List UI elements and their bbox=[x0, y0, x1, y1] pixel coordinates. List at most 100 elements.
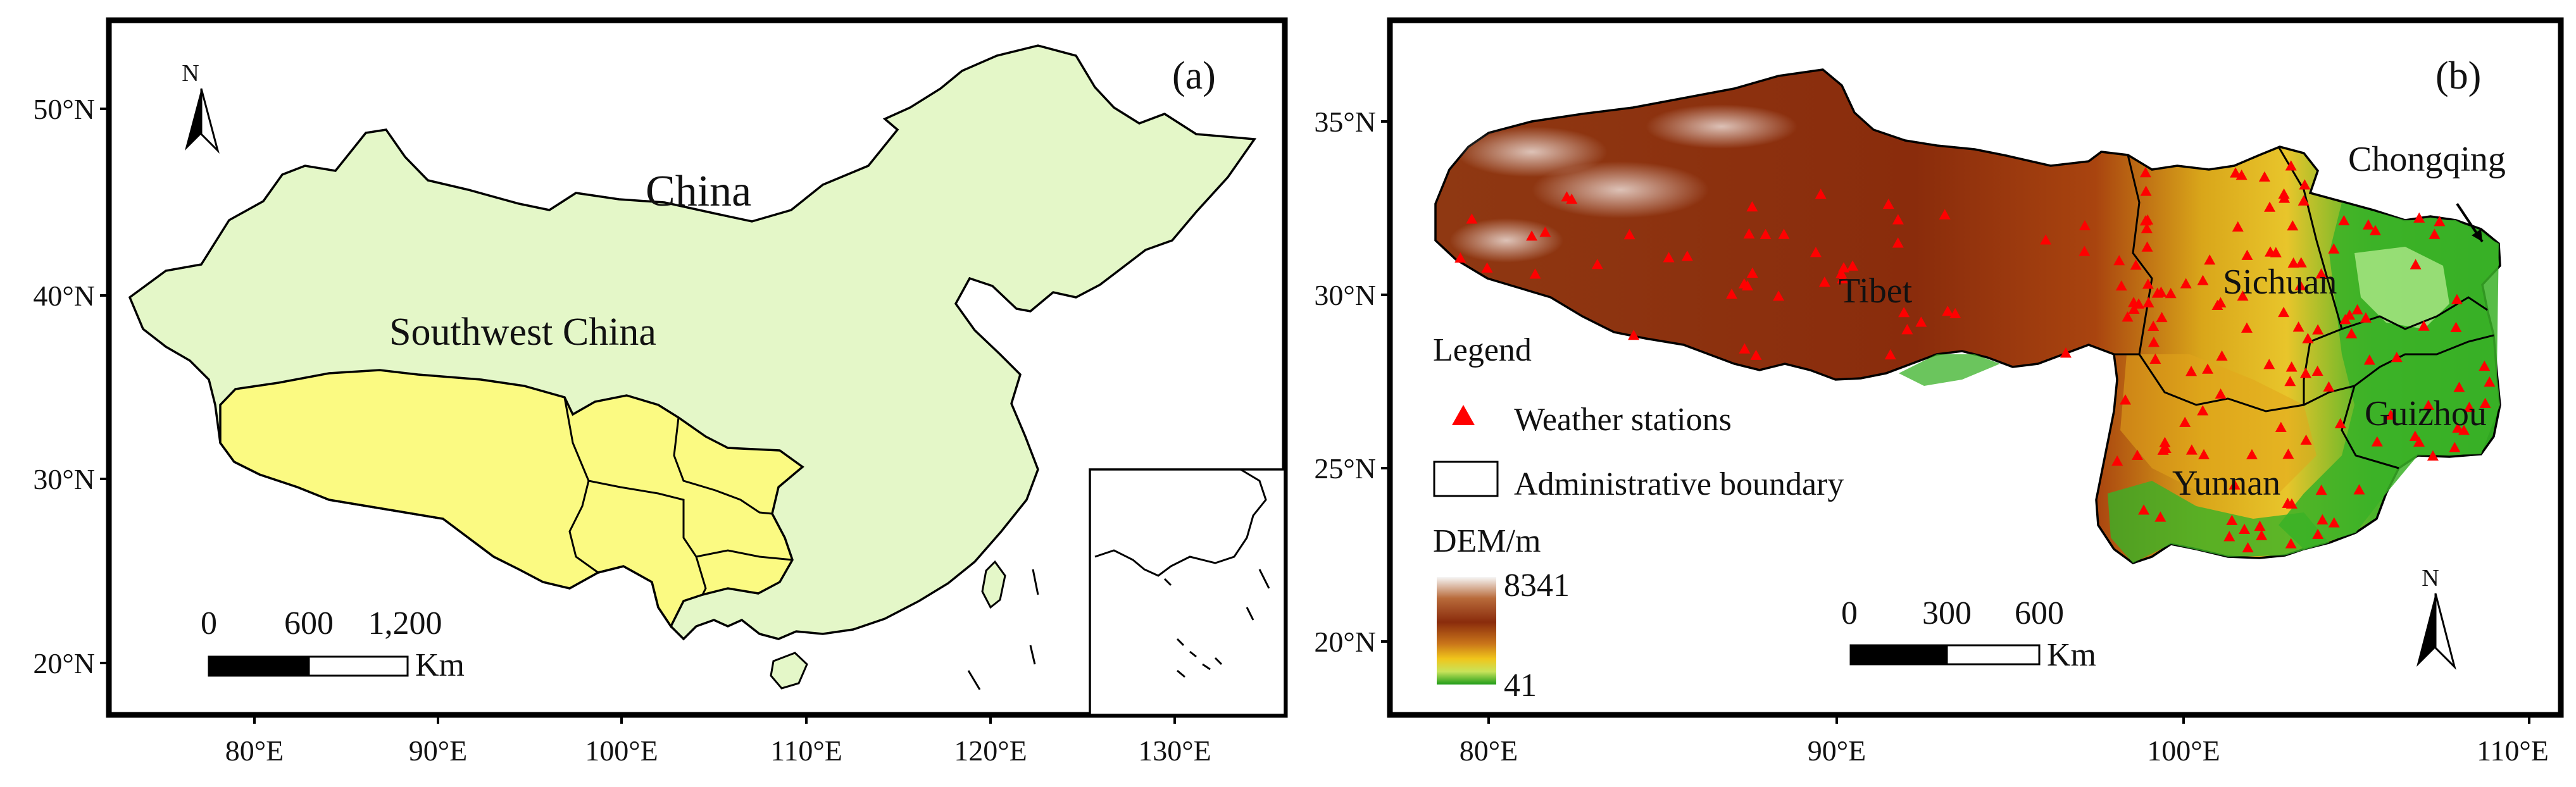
weather-station-marker bbox=[2413, 436, 2425, 447]
weather-station-marker bbox=[2148, 337, 2160, 347]
weather-station-marker bbox=[1818, 276, 1830, 287]
weather-station-marker bbox=[2429, 228, 2441, 239]
weather-station-marker bbox=[2079, 220, 2091, 230]
chongqing-pointer-head-icon bbox=[2472, 229, 2482, 242]
weather-station-marker bbox=[2323, 381, 2335, 392]
weather-station-marker bbox=[2079, 245, 2091, 256]
weather-station-marker bbox=[2113, 255, 2125, 266]
weather-station-marker bbox=[1836, 273, 1848, 283]
dem-max-label: 8341 bbox=[1504, 567, 1570, 604]
weather-station-marker bbox=[1663, 252, 1675, 263]
weather-station-marker bbox=[1454, 252, 1466, 263]
weather-station-marker bbox=[1939, 209, 1951, 220]
weather-station-marker bbox=[2185, 444, 2198, 455]
weather-station-marker bbox=[2204, 254, 2216, 265]
weather-station-marker bbox=[2427, 450, 2439, 461]
weather-station-marker bbox=[2202, 363, 2214, 374]
weather-station-marker bbox=[2362, 219, 2374, 230]
lowland-south bbox=[2108, 481, 2329, 563]
weather-station-marker bbox=[2285, 361, 2298, 372]
y-tick-label: 50°N bbox=[33, 93, 95, 125]
x-tick-label: 100°E bbox=[585, 734, 658, 767]
weather-station-marker bbox=[2353, 484, 2365, 495]
weather-station-marker bbox=[2278, 306, 2290, 318]
weather-station-marker bbox=[2315, 268, 2327, 279]
weather-station-marker bbox=[2239, 523, 2251, 534]
weather-station-marker bbox=[2299, 179, 2311, 190]
weather-station-marker bbox=[2237, 290, 2249, 301]
weather-station-marker bbox=[2165, 288, 2177, 299]
weather-station-marker bbox=[2130, 259, 2142, 270]
panel-b-tag: (b) bbox=[2435, 54, 2481, 97]
station-triangle-icon bbox=[1452, 405, 1475, 425]
inset-coast bbox=[1094, 468, 1267, 577]
taiwan-shape bbox=[981, 560, 1006, 609]
weather-station-marker bbox=[2151, 287, 2163, 298]
weather-station-marker bbox=[1738, 278, 1750, 288]
dem-color-ramp bbox=[1437, 577, 1496, 685]
weather-station-marker bbox=[2285, 498, 2298, 509]
weather-station-marker bbox=[2215, 297, 2227, 307]
weather-station-marker bbox=[2256, 530, 2268, 540]
inset-islands bbox=[1163, 569, 1270, 678]
weather-station-marker bbox=[2449, 442, 2461, 452]
weather-station-marker bbox=[2317, 514, 2329, 524]
weather-station-marker bbox=[2451, 294, 2463, 304]
svg-text:600: 600 bbox=[2015, 595, 2064, 631]
weather-station-marker bbox=[2149, 353, 2161, 364]
weather-station-marker bbox=[1746, 267, 1758, 278]
province-label-sichuan: Sichuan bbox=[2223, 263, 2337, 302]
x-tick-label: 90°E bbox=[1808, 734, 1866, 767]
weather-station-marker bbox=[2160, 442, 2172, 454]
svg-text:1,200: 1,200 bbox=[368, 605, 442, 641]
svg-text:600: 600 bbox=[284, 605, 334, 641]
weather-station-marker bbox=[1882, 198, 1894, 209]
svg-text:0: 0 bbox=[1841, 595, 1858, 631]
weather-station-marker bbox=[1746, 201, 1758, 212]
weather-station-marker bbox=[2263, 359, 2275, 369]
weather-stations bbox=[1454, 160, 2496, 553]
weather-station-marker bbox=[2453, 381, 2465, 392]
weather-station-marker bbox=[2479, 360, 2491, 371]
x-tick-label: 110°E bbox=[770, 734, 842, 767]
weather-station-marker bbox=[2279, 192, 2291, 203]
weather-station-marker bbox=[2264, 201, 2276, 212]
southwest-china-shape bbox=[219, 369, 804, 629]
weather-station-marker bbox=[2258, 171, 2270, 182]
weather-station-marker bbox=[2452, 422, 2464, 433]
x-tick-label: 100°E bbox=[2147, 734, 2220, 767]
weather-station-marker bbox=[2241, 249, 2253, 260]
weather-station-marker bbox=[2282, 449, 2294, 459]
weather-station-marker bbox=[2391, 352, 2403, 363]
weather-station-marker bbox=[2131, 449, 2143, 460]
north-arrow-icon: N bbox=[182, 60, 220, 154]
weather-station-marker bbox=[2111, 455, 2123, 466]
weather-station-marker bbox=[2300, 434, 2312, 445]
weather-station-marker bbox=[2180, 278, 2192, 288]
sw-province-boundaries bbox=[563, 397, 793, 595]
weather-station-marker bbox=[2328, 243, 2340, 254]
weather-station-marker bbox=[2128, 303, 2140, 314]
weather-station-marker bbox=[2138, 504, 2150, 515]
weather-station-marker bbox=[2141, 241, 2153, 252]
x-tick-label: 90°E bbox=[409, 734, 468, 767]
weather-station-marker bbox=[1892, 237, 1904, 248]
weather-station-marker bbox=[2312, 324, 2324, 335]
weather-station-marker bbox=[1778, 228, 1790, 239]
weather-station-marker bbox=[2139, 167, 2151, 178]
weather-station-marker bbox=[2156, 311, 2168, 323]
weather-station-marker bbox=[2385, 409, 2397, 420]
weather-station-marker bbox=[2254, 520, 2266, 531]
administrative-boundaries bbox=[2114, 146, 2494, 469]
weather-station-marker bbox=[2284, 376, 2296, 387]
weather-station-marker bbox=[1773, 290, 1785, 301]
province-label-tibet: Tibet bbox=[1839, 271, 1913, 311]
weather-station-marker bbox=[2371, 436, 2383, 447]
weather-station-marker bbox=[2179, 416, 2191, 427]
legend-boundary-label: Administrative boundary bbox=[1514, 466, 1844, 502]
lowland-basin bbox=[2354, 247, 2449, 329]
y-tick-label: 20°N bbox=[1314, 626, 1376, 658]
province-label-yunnan: Yunnan bbox=[2172, 464, 2280, 503]
weather-station-marker bbox=[2230, 167, 2242, 178]
